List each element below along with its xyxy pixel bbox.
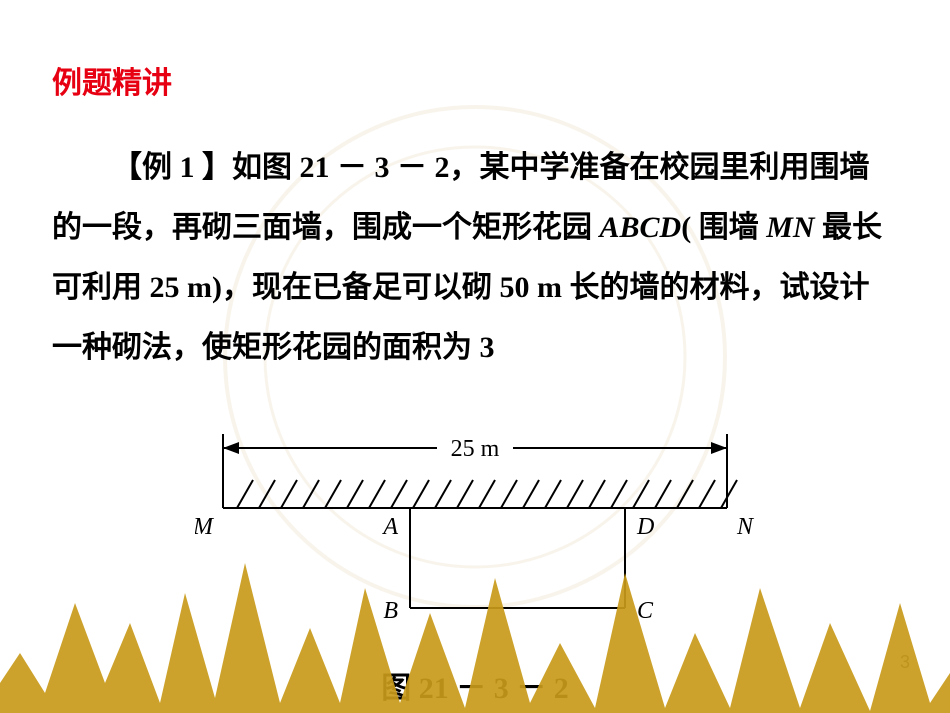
problem-paragraph: 【例 1 】如图 21 － 3 － 2，某中学准备在校园里利用围墙的一段，再砌三… bbox=[52, 138, 890, 378]
figure-diagram: 25 m M N A D B C bbox=[195, 408, 755, 658]
page-number: 3 bbox=[900, 652, 910, 673]
svg-text:C: C bbox=[637, 598, 654, 624]
section-title-text: 例题精讲 bbox=[52, 67, 172, 100]
svg-text:A: A bbox=[381, 514, 398, 540]
section-title: 例题精讲 bbox=[52, 58, 172, 102]
figure-caption: 图 21 － 3 － 2 bbox=[381, 663, 569, 707]
text-mn: MN bbox=[766, 211, 814, 244]
svg-text:B: B bbox=[383, 598, 398, 624]
text-mid1: ( 围墙 bbox=[681, 211, 766, 244]
svg-text:M: M bbox=[195, 514, 215, 540]
svg-text:D: D bbox=[636, 514, 654, 540]
svg-text:25 m: 25 m bbox=[451, 436, 500, 462]
svg-text:N: N bbox=[736, 514, 755, 540]
figure-container: 25 m M N A D B C bbox=[195, 408, 755, 663]
text-abcd: ABCD bbox=[600, 211, 682, 244]
